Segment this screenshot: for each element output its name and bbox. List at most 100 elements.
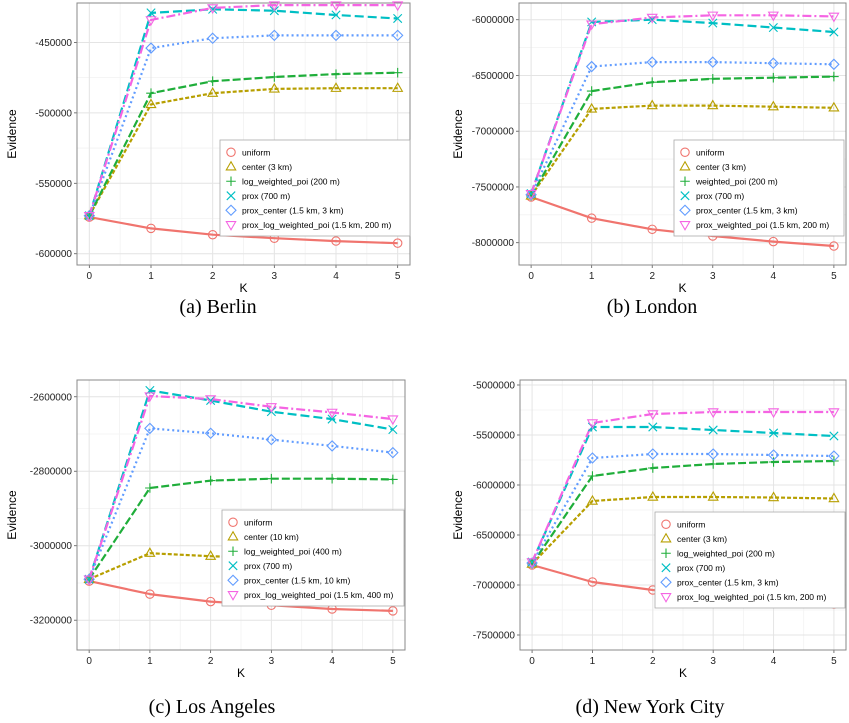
- legend-key-prox_center: [227, 574, 239, 587]
- x-axis-title: K: [679, 666, 687, 680]
- series-line-prox: [531, 425, 834, 563]
- point-prox_log: [586, 419, 599, 430]
- x-tick-label: 1: [147, 656, 153, 667]
- caption-london: (b) London: [607, 296, 698, 318]
- point-prox_center: [767, 57, 780, 69]
- y-tick-label: -6500000: [473, 531, 516, 542]
- plot-border: [518, 2, 847, 266]
- legend-key-prox_log: [679, 221, 691, 231]
- point-prox: [708, 425, 718, 435]
- point-log_weighted: [327, 473, 337, 484]
- point-prox: [388, 424, 398, 435]
- point-prox: [648, 422, 658, 432]
- point-prox_log: [207, 4, 219, 15]
- series-line-prox_log: [530, 14, 834, 194]
- legend-key-prox_log: [225, 221, 237, 231]
- point-center: [707, 490, 719, 501]
- point-prox: [393, 13, 403, 24]
- legend-key-center: [225, 160, 237, 171]
- legend-label: center (10 km): [244, 532, 299, 542]
- point-center: [268, 82, 280, 93]
- point-center: [330, 82, 342, 92]
- point-prox_center: [706, 56, 719, 68]
- point-log_weighted: [388, 474, 398, 485]
- point-prox_center: [767, 449, 780, 461]
- point-uniform: [146, 223, 156, 234]
- point-prox_log: [204, 395, 217, 406]
- legend-label: prox_log_weighted_poi (1.5 km, 200 m): [242, 220, 391, 230]
- y-tick-label: -6000000: [473, 481, 516, 492]
- legend-box: [221, 509, 405, 607]
- y-tick-label: -6500000: [472, 71, 515, 82]
- y-axis-title: Evidence: [5, 109, 19, 159]
- x-tick-label: 5: [831, 271, 837, 282]
- point-log_weighted: [266, 473, 277, 484]
- point-log_weighted: [647, 77, 658, 87]
- point-prox: [208, 4, 218, 14]
- point-prox: [768, 22, 778, 33]
- series-line-prox_center: [88, 34, 398, 217]
- point-log_weighted: [145, 483, 155, 493]
- point-center: [767, 491, 780, 502]
- point-prox_center: [206, 32, 219, 44]
- point-uniform: [388, 606, 398, 616]
- legend-key-prox_center: [679, 204, 691, 217]
- point-prox: [327, 414, 337, 424]
- plot-border: [519, 379, 847, 651]
- legend-key-center: [227, 530, 239, 541]
- point-prox_log: [767, 408, 780, 419]
- point-center: [586, 102, 598, 113]
- legend-key-prox: [661, 563, 671, 573]
- point-prox_log: [707, 408, 719, 419]
- point-prox_center: [707, 448, 719, 460]
- legend-label: prox_log_weighted_poi (1.5 km, 200 m): [677, 592, 826, 602]
- point-prox_center: [330, 29, 342, 42]
- point-center: [204, 550, 217, 560]
- point-log_weighted: [587, 471, 598, 481]
- point-center: [707, 99, 719, 110]
- y-tick-label: -6000000: [472, 15, 515, 26]
- series-line-uniform: [89, 216, 398, 245]
- series-line-prox_log: [88, 3, 398, 217]
- point-uniform: [392, 238, 403, 248]
- point-center: [828, 492, 840, 503]
- chart-panel-2: 0 1 2 3 4 5 -3200000 -3000000 -2800000 -2600000 K E…: [5, 379, 406, 680]
- y-tick-label: -7000000: [472, 127, 515, 138]
- series-line-prox_center: [88, 427, 394, 580]
- y-tick-label: -500000: [35, 108, 72, 119]
- x-tick-label: 1: [589, 271, 595, 282]
- point-prox_center: [204, 427, 217, 440]
- x-axis-title: K: [239, 281, 247, 295]
- point-prox_log: [330, 1, 342, 12]
- plot-border: [76, 2, 411, 266]
- plot-border: [76, 379, 406, 651]
- y-tick-label: -450000: [35, 38, 72, 49]
- point-prox_log: [392, 1, 404, 12]
- point-prox_log: [828, 408, 840, 419]
- legend-key-prox_center: [660, 576, 672, 589]
- point-prox_log: [145, 16, 157, 27]
- point-center: [767, 100, 779, 111]
- point-center: [828, 101, 840, 112]
- point-log_weighted: [269, 72, 280, 82]
- series-line-prox: [530, 18, 834, 194]
- legend-key-log_weighted: [226, 176, 236, 187]
- legend-key-uniform: [226, 147, 236, 158]
- point-prox_center: [387, 446, 399, 459]
- point-prox_center: [647, 448, 659, 460]
- series-line-prox_log: [531, 410, 834, 563]
- x-tick-label: 0: [529, 656, 535, 667]
- chart-panel-3: 0 1 2 3 4 5 -7500000 -7000000 -6500000 -6000000 -5…: [451, 379, 847, 680]
- x-tick-label: 2: [650, 656, 656, 667]
- point-log_weighted: [708, 459, 718, 469]
- y-tick-label: -550000: [35, 179, 72, 190]
- x-tick-label: 4: [771, 271, 777, 282]
- point-prox_log: [707, 11, 719, 22]
- legend-key-uniform: [228, 517, 238, 527]
- point-log_weighted: [829, 71, 839, 82]
- x-tick-label: 4: [333, 271, 339, 282]
- point-prox: [768, 428, 779, 438]
- legend-label: prox (700 m): [696, 191, 744, 201]
- point-uniform: [205, 596, 216, 607]
